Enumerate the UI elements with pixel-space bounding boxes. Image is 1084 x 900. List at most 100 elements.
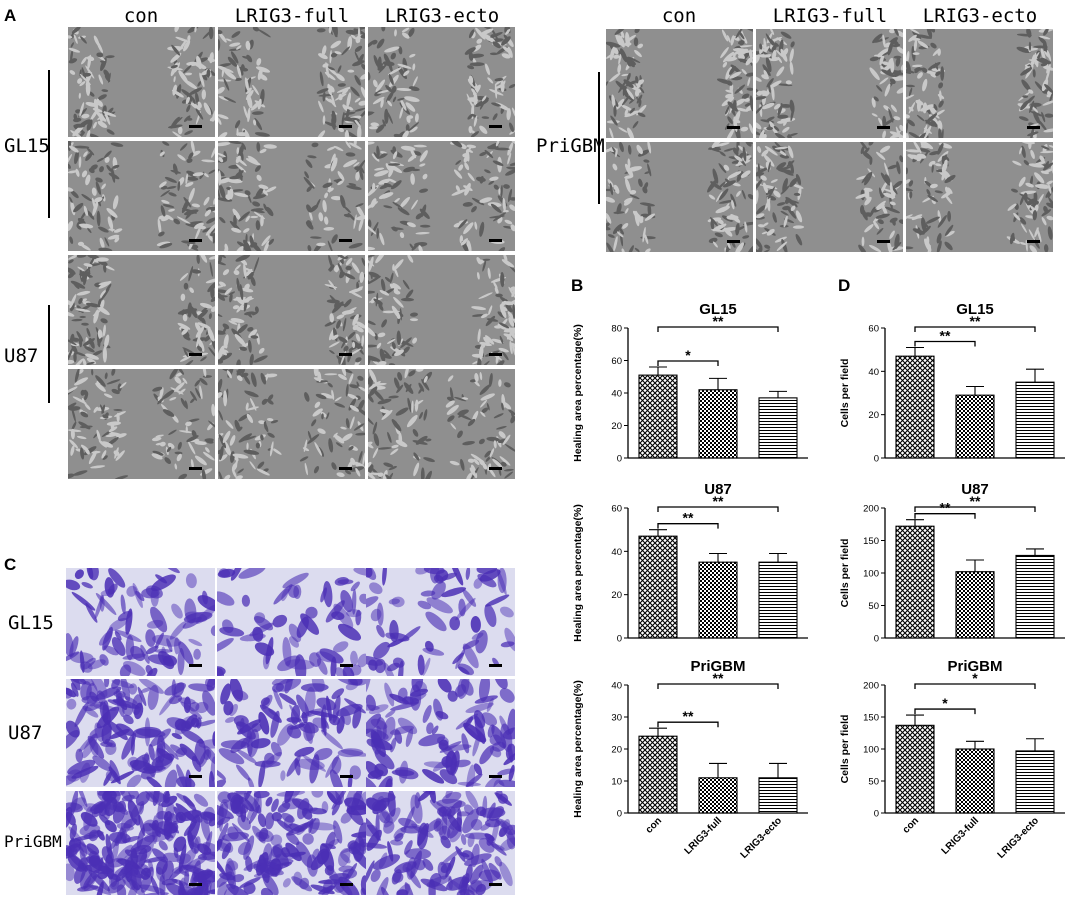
y-axis-label: Cells per field [839,539,851,608]
y-tick-label: 0 [617,809,622,820]
stain-image-r2-c2 [366,791,515,895]
bar-lrig3-ecto [758,561,798,639]
significance-label: ** [940,328,951,344]
panel-a-prigbm-bracket [598,72,600,204]
y-tick-label: 80 [611,324,622,335]
panel-a-right-col-lrig3-full: LRIG3-full [772,5,888,27]
y-tick-label: 50 [868,601,879,612]
significance-bracket [657,506,779,512]
wound-image-right-r1-c1 [756,142,903,252]
bar-lrig3-full [955,571,995,639]
chart-title: U87 [704,481,732,498]
wound-image-left-r1-c0 [68,141,215,251]
bar-con [895,525,935,639]
significance-bracket [657,683,779,689]
bar-con [638,535,678,639]
y-tick-label: 0 [617,634,622,645]
significance-bracket [657,721,719,728]
y-tick-label: 60 [868,324,879,335]
wound-image-right-r1-c0 [606,142,753,252]
panel-letter-c: C [4,555,17,574]
panel-a-right-col-lrig3-ecto: LRIG3-ecto [922,5,1038,27]
panel-a-row-prigbm: PriGBM [536,135,605,157]
significance-label: ** [683,510,694,526]
wound-image-right-r0-c0 [606,29,753,138]
wound-image-left-r2-c0 [68,255,215,365]
chart-title: PriGBM [690,658,745,675]
chart-d-prigbm: PriGBM Cells per field 0 50 100 150 200 con LRIG… [835,655,1080,895]
significance-label: ** [940,500,951,516]
y-tick-label: 200 [863,504,879,515]
significance-bracket [914,340,976,347]
y-axis-label: Cells per field [839,359,851,428]
y-tick-label: 50 [868,777,879,788]
stain-image-r2-c0 [66,791,215,895]
wound-image-left-r3-c1 [218,369,365,479]
y-tick-label: 0 [874,454,879,465]
y-tick-label: 20 [611,421,622,432]
y-tick-label: 40 [611,547,622,558]
y-axis-label: Healing area percentage(%) [572,680,584,818]
y-tick-label: 150 [863,536,879,547]
significance-bracket [914,683,1036,689]
significance-bracket [657,360,719,366]
y-tick-label: 10 [611,777,622,788]
bar-con [638,735,678,814]
x-tick-label: LRIG3-ecto [996,815,1041,860]
stain-image-r1-c2 [366,679,515,787]
bar-lrig3-full [955,748,995,814]
wound-image-left-r2-c1 [218,255,365,365]
bar-lrig3-ecto [758,397,798,459]
chart-title: PriGBM [947,658,1002,675]
y-tick-label: 0 [874,809,879,820]
panel-a-left-col-lrig3-full: LRIG3-full [234,5,350,27]
y-tick-label: 0 [617,454,622,465]
panel-letter-d: D [838,276,851,295]
bar-lrig3-ecto [1015,381,1055,459]
panel-a-left-col-con: con [123,5,159,27]
stain-image-r1-c0 [66,679,215,787]
panel-a-row-u87: U87 [4,345,39,367]
panel-a-right-col-con: con [661,5,697,27]
wound-image-left-r3-c2 [368,369,515,479]
significance-bracket [914,506,1036,512]
y-axis-label: Healing area percentage(%) [572,504,584,642]
panel-a-gl15-bracket [48,70,50,218]
bar-lrig3-ecto [1015,750,1055,814]
wound-image-right-r1-c2 [906,142,1053,252]
y-axis-label: Healing area percentage(%) [572,324,584,462]
chart-b-gl15: GL15 Healing area percentage(%) 0 20 40 60 80 *… [570,298,825,478]
y-tick-label: 40 [611,389,622,400]
significance-label: ** [713,493,724,509]
significance-label: * [972,670,978,686]
significance-label: ** [713,670,724,686]
wound-image-left-r1-c2 [368,141,515,251]
y-tick-label: 40 [611,681,622,692]
significance-bracket [657,326,779,332]
significance-bracket [914,326,1036,332]
stain-image-r0-c2 [366,568,515,676]
stain-image-r1-c1 [217,679,366,787]
significance-label: * [685,347,691,363]
wound-image-right-r0-c1 [756,29,903,138]
chart-b-prigbm: PriGBM Healing area percentage(%) 0 10 20 30 4… [570,655,825,895]
panel-a-u87-bracket [48,305,50,403]
y-tick-label: 30 [611,713,622,724]
y-tick-label: 100 [863,569,879,580]
x-tick-label: con [901,815,921,835]
y-tick-label: 0 [874,634,879,645]
panel-c-row-gl15: GL15 [8,612,54,634]
y-tick-label: 150 [863,713,879,724]
bar-lrig3-full [698,561,738,639]
y-tick-label: 200 [863,681,879,692]
significance-label: ** [970,313,981,329]
significance-label: ** [713,313,724,329]
y-tick-label: 20 [611,745,622,756]
wound-image-left-r3-c0 [68,369,215,479]
significance-label: ** [970,493,981,509]
wound-image-left-r0-c0 [68,27,215,137]
significance-bracket [914,513,976,519]
bar-lrig3-full [698,777,738,814]
wound-image-left-r0-c1 [218,27,365,137]
chart-b-u87: U87 Healing area percentage(%) 0 20 40 60 ** ** [570,478,825,653]
